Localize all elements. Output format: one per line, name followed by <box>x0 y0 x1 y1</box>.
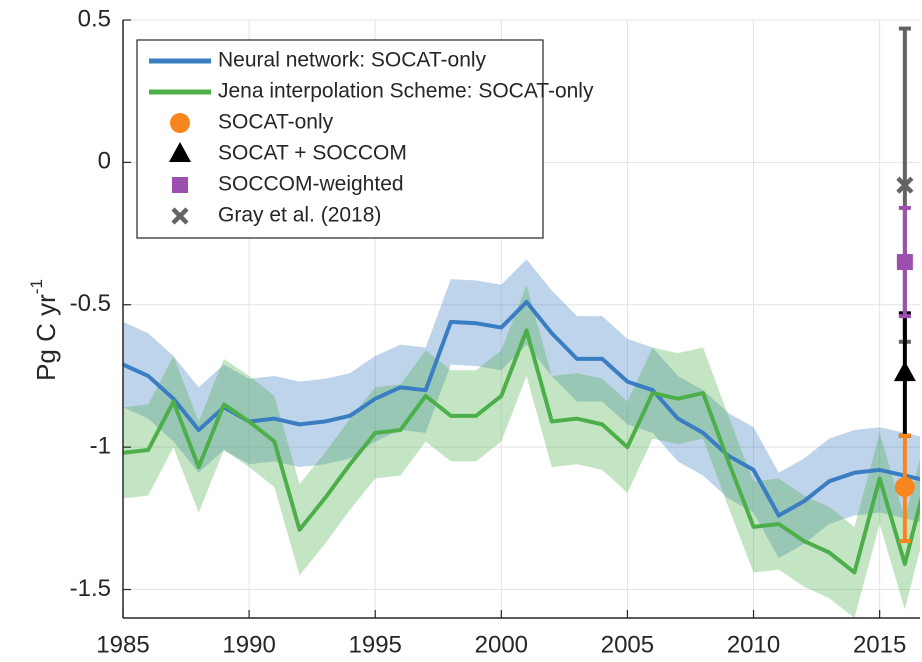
point-marker <box>171 207 189 225</box>
y-tick-label: -1.5 <box>70 575 111 602</box>
legend-label: Jena interpolation Scheme: SOCAT-only <box>218 80 594 103</box>
point-marker <box>894 477 915 498</box>
legend: Neural network: SOCAT-only Jena interpola… <box>136 39 594 239</box>
y-tick-label: -1 <box>90 432 111 459</box>
point-marker <box>172 177 188 193</box>
point-marker <box>893 361 916 382</box>
confidence-band <box>123 284 920 618</box>
y-tick-label: -0.5 <box>70 290 111 317</box>
x-tick-label: 1985 <box>96 631 149 658</box>
legend-label: SOCCOM-weighted <box>218 173 404 196</box>
y-axis-label-exponent: -1 <box>27 279 46 294</box>
series-line <box>123 299 920 518</box>
plot-area <box>123 26 920 618</box>
y-axis-label: Pg C yr-1 <box>27 279 60 381</box>
x-tick-label: 2015 <box>853 631 906 658</box>
legend-label: Neural network: SOCAT-only <box>218 49 487 72</box>
x-tick-label: 1995 <box>349 631 402 658</box>
x-tick-label: 2005 <box>601 631 654 658</box>
confidence-band <box>123 259 920 559</box>
legend-label: SOCAT-only <box>218 111 334 134</box>
y-axis-label-main: Pg C yr <box>31 294 61 381</box>
x-tick-label: 2010 <box>727 631 780 658</box>
legend-label: SOCAT + SOCCOM <box>218 142 407 165</box>
x-tick-label: 2000 <box>475 631 528 658</box>
point-marker <box>170 113 190 133</box>
x-tick-label: 1990 <box>222 631 275 658</box>
axes: 0.5 0 -0.5 -1 -1.5 1985 1990 1995 2000 2005 2010 20… <box>70 5 920 658</box>
legend-box <box>136 39 544 239</box>
legend-label: Gray et al. (2018) <box>218 204 381 227</box>
series-line <box>123 328 920 575</box>
y-tick-label: 0 <box>98 148 111 175</box>
point-marker <box>896 254 913 271</box>
y-tick-label: 0.5 <box>78 5 111 32</box>
point-marker <box>169 142 191 162</box>
point-marker <box>896 176 914 194</box>
